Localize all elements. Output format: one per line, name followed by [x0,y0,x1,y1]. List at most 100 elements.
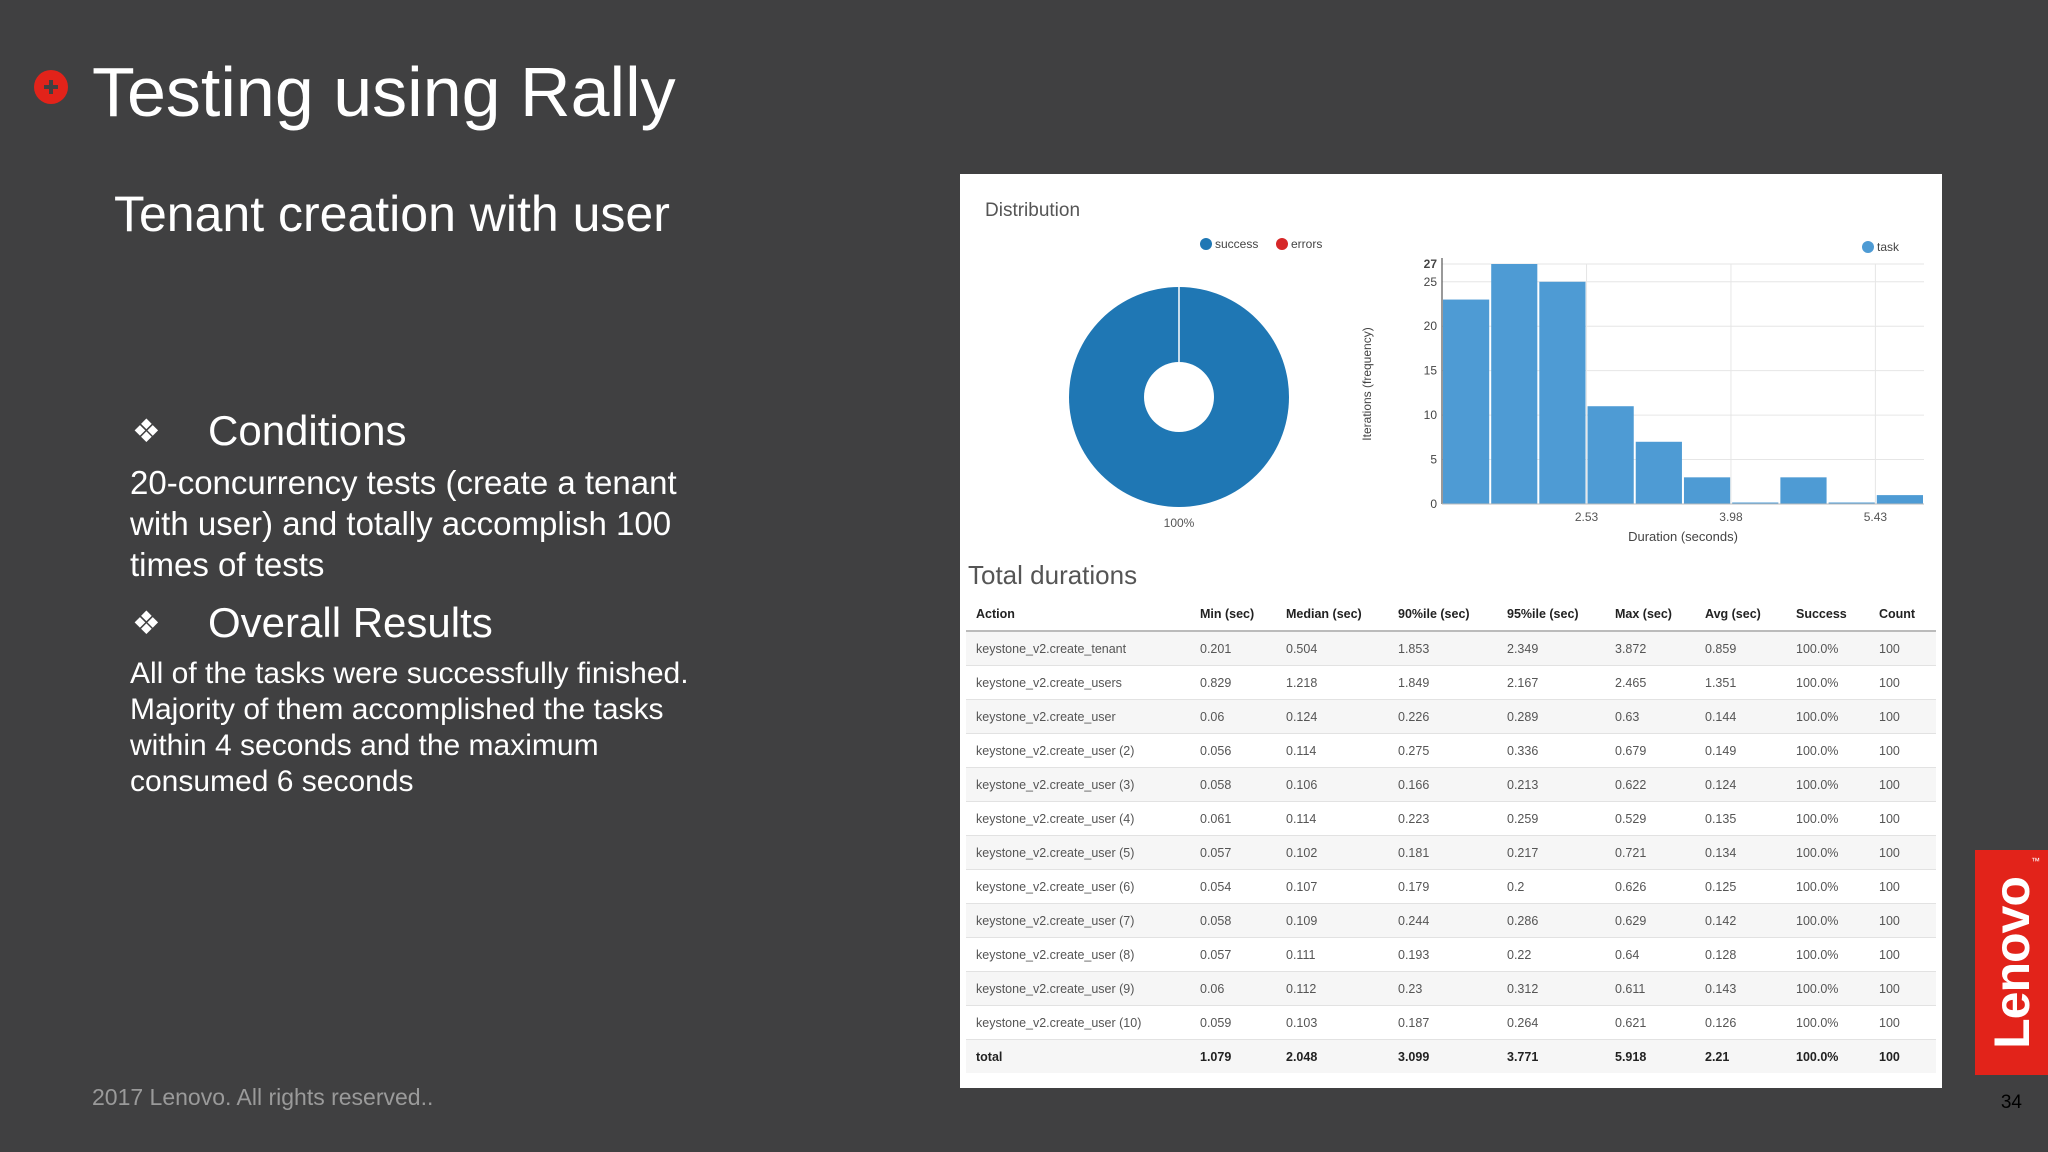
table-cell: keystone_v2.create_user [966,699,1190,734]
y-tick-label: 10 [1424,408,1438,422]
table-cell: 0.226 [1388,699,1497,734]
rally-report-panel: Distribution 100% success errors 2.53 3.98 5.… [960,174,1942,1088]
results-heading-label: Overall Results [208,599,493,646]
table-cell: 0.264 [1497,1005,1605,1040]
table-cell: 0.058 [1190,767,1276,802]
table-cell: 1.853 [1388,631,1497,666]
table-cell: 0.06 [1190,971,1276,1006]
table-cell: 0.217 [1497,835,1605,870]
legend-label-task: task [1877,240,1900,254]
table-cell: 0.134 [1695,835,1786,870]
table-cell: 0.057 [1190,937,1276,972]
table-row: keystone_v2.create_users 0.829 1.218 1.849 2… [966,665,1936,700]
table-cell: 0.128 [1695,937,1786,972]
table-cell: 0.103 [1276,1005,1388,1040]
table-cell: 0.611 [1605,971,1695,1006]
table-cell: 2.21 [1695,1039,1786,1073]
table-cell: 0.23 [1388,971,1497,1006]
table-cell: 0.193 [1388,937,1497,972]
table-cell: 100 [1869,835,1936,870]
table-cell: 0.112 [1276,971,1388,1006]
table-cell: 1.079 [1190,1039,1276,1073]
diamond-bullet-icon: ❖ [132,605,161,641]
column-header: Action [966,597,1190,632]
table-cell: 0.149 [1695,733,1786,768]
histogram-bar [1828,502,1875,504]
table-cell: keystone_v2.create_user (2) [966,733,1190,768]
column-header: Median (sec) [1276,597,1388,632]
table-cell: 0.125 [1695,869,1786,904]
table-cell: 100 [1869,937,1936,972]
table-cell: 0.721 [1605,835,1695,870]
title-bullet-icon [34,70,68,104]
table-cell: keystone_v2.create_user (4) [966,801,1190,836]
table-row: keystone_v2.create_tenant 0.201 0.504 1.853… [966,631,1936,666]
y-tick-label: 15 [1424,364,1438,378]
conditions-text: 20-concurrency tests (create a tenant wi… [130,464,677,583]
table-cell: 100.0% [1786,937,1869,972]
table-cell: 0.109 [1276,903,1388,938]
table-cell: 0.056 [1190,733,1276,768]
y-tick-label: 5 [1430,453,1437,467]
table-cell: 100.0% [1786,801,1869,836]
table-cell: 0.114 [1276,733,1388,768]
table-cell: 0.312 [1497,971,1605,1006]
slide-title: Testing using Rally [92,53,676,131]
table-cell: 0.336 [1497,733,1605,768]
histogram-bar [1876,495,1923,504]
durations-table: Action Min (sec) Median (sec) 90%ile (sec) 9… [966,597,1936,1073]
table-cell: total [966,1039,1190,1073]
table-cell: 1.849 [1388,665,1497,700]
table-cell: 100.0% [1786,733,1869,768]
table-cell: 0.504 [1276,631,1388,666]
table-cell: 100 [1869,1005,1936,1040]
histogram-bar [1587,406,1634,504]
table-row: keystone_v2.create_user (10) 0.059 0.103 0.… [966,1005,1936,1040]
table-cell: 100.0% [1786,971,1869,1006]
histogram-bar [1635,441,1682,504]
table-row: keystone_v2.create_user (2) 0.056 0.114 0.2… [966,733,1936,768]
table-cell: 100 [1869,1039,1936,1073]
conditions-heading-label: Conditions [208,407,407,454]
table-cell: 0.213 [1497,767,1605,802]
table-cell: 100.0% [1786,869,1869,904]
table-cell: 100.0% [1786,767,1869,802]
histogram-bar [1443,299,1490,504]
table-cell: 0.114 [1276,801,1388,836]
y-tick-label: 27 [1424,257,1438,271]
trademark-mark: ™ [2031,856,2040,866]
table-row: keystone_v2.create_user (7) 0.058 0.109 0.2… [966,903,1936,938]
legend-marker-task [1862,241,1874,253]
table-cell: 0.829 [1190,665,1276,700]
pie-hole [1144,362,1214,432]
table-cell: 100 [1869,631,1936,666]
table-cell: 100 [1869,801,1936,836]
conditions-heading: ❖ Conditions [132,406,406,456]
table-cell: 100.0% [1786,699,1869,734]
table-cell: 0.679 [1605,733,1695,768]
results-heading: ❖ Overall Results [132,598,493,648]
table-cell: 0.124 [1695,767,1786,802]
column-header: 90%ile (sec) [1388,597,1497,632]
table-cell: keystone_v2.create_user (10) [966,1005,1190,1040]
table-row: keystone_v2.create_user (8) 0.057 0.111 0.1… [966,937,1936,972]
table-cell: 0.059 [1190,1005,1276,1040]
table-cell: 0.061 [1190,801,1276,836]
table-cell: 5.918 [1605,1039,1695,1073]
table-cell: 0.106 [1276,767,1388,802]
table-total-row: total 1.079 2.048 3.099 3.771 5.918 2.21 100.0%… [966,1039,1936,1073]
table-cell: 0.166 [1388,767,1497,802]
table-cell: 0.111 [1276,937,1388,972]
table-cell: 0.622 [1605,767,1695,802]
x-tick-label: 5.43 [1864,510,1888,524]
table-cell: 0.058 [1190,903,1276,938]
table-cell: keystone_v2.create_tenant [966,631,1190,666]
histogram-bar [1491,264,1538,504]
table-cell: 0.529 [1605,801,1695,836]
table-cell: 0.143 [1695,971,1786,1006]
pie-slice-label: 100% [1164,516,1195,530]
table-cell: 0.63 [1605,699,1695,734]
table-cell: keystone_v2.create_user (5) [966,835,1190,870]
table-cell: 0.144 [1695,699,1786,734]
table-cell: 0.054 [1190,869,1276,904]
